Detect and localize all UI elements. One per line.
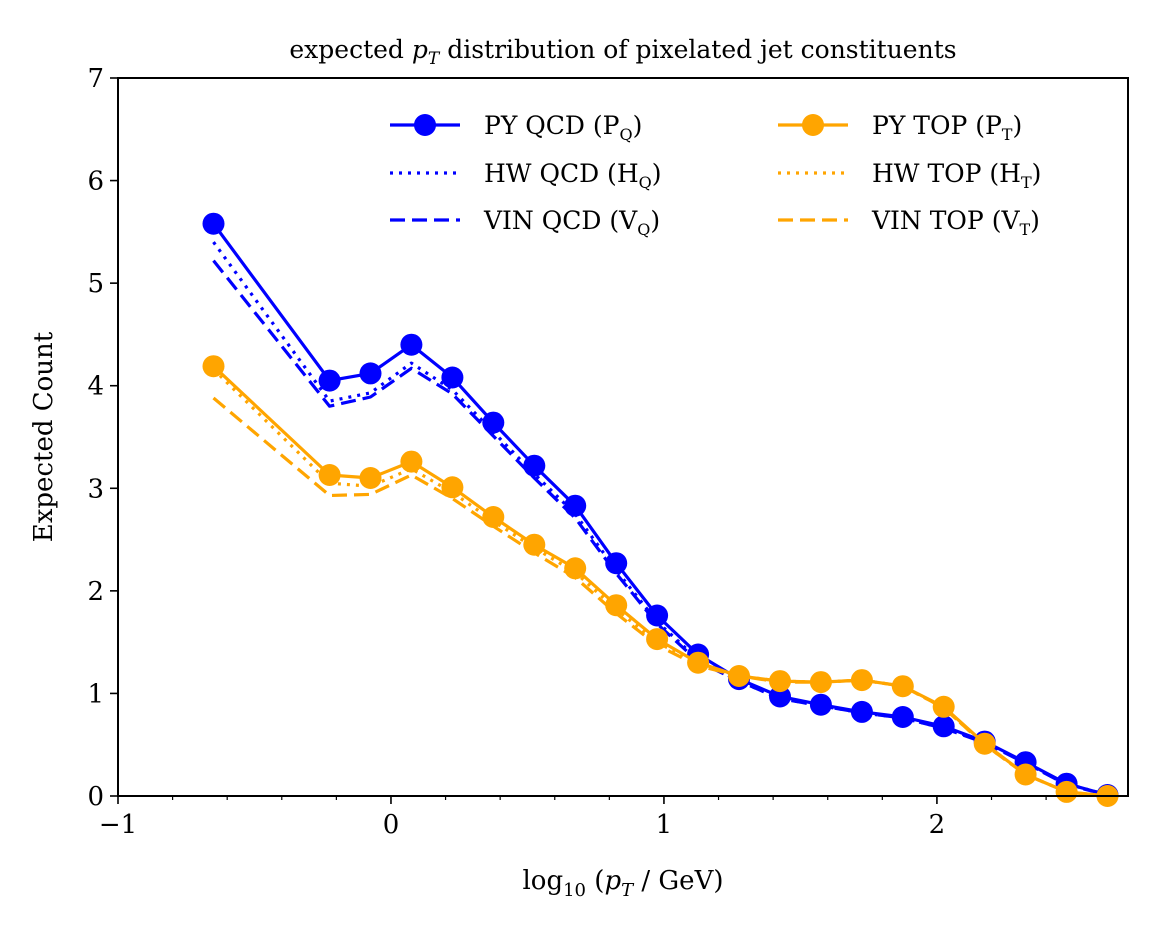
x-tick-label: 1 (656, 810, 673, 840)
legend-marker (414, 114, 436, 136)
plot-area (118, 78, 1128, 796)
x-tick-label: 2 (929, 810, 946, 840)
y-tick-label: 6 (87, 167, 104, 197)
data-point-py-top (891, 675, 914, 698)
series-layer (202, 212, 1119, 807)
y-tick-label: 5 (87, 269, 104, 299)
legend: PY QCD (PQ) HW QCD (HQ) VIN QCD (VQ) PY TOP… (390, 111, 1041, 239)
legend-label: VIN TOP (VT) (871, 206, 1040, 239)
data-point-py-top (687, 651, 710, 674)
y-axis-label: Expected Count (29, 331, 59, 542)
data-point-py-top (850, 669, 873, 692)
data-point-py-top (400, 450, 423, 473)
data-point-py-top (769, 670, 791, 693)
data-point-py-top (1014, 763, 1037, 786)
y-tick-label: 4 (87, 372, 104, 402)
y-tick-label: 0 (87, 782, 104, 812)
data-point-py-qcd (809, 693, 832, 716)
legend-label: HW TOP (HT) (872, 159, 1041, 192)
data-point-py-qcd (482, 411, 505, 434)
chart-title: expected pT distribution of pixelated je… (289, 35, 956, 69)
data-point-py-qcd (564, 494, 587, 517)
y-tick-label: 7 (87, 64, 104, 94)
data-point-py-top (646, 628, 669, 651)
x-tick-label: −1 (99, 810, 137, 840)
data-point-py-top (482, 506, 505, 528)
data-point-py-qcd (850, 700, 873, 723)
x-axis-label: log10 (pT / GeV) (522, 866, 723, 901)
legend-label: HW QCD (HQ) (484, 159, 662, 192)
data-point-py-qcd (769, 685, 791, 708)
data-point-py-top (523, 533, 546, 556)
y-tick-label: 1 (87, 679, 104, 709)
x-tick-label: 0 (383, 810, 400, 840)
data-point-py-qcd (359, 362, 382, 385)
data-point-py-top (932, 695, 955, 718)
data-point-py-qcd (932, 715, 955, 738)
data-point-py-qcd (400, 333, 423, 356)
data-point-py-qcd (646, 604, 669, 627)
data-point-py-qcd (318, 369, 341, 392)
data-point-py-top (1055, 780, 1078, 803)
data-point-py-top (202, 355, 225, 378)
data-point-py-top (441, 476, 464, 499)
y-tick-label: 2 (87, 577, 104, 607)
data-point-py-qcd (891, 706, 914, 728)
data-point-py-top (359, 467, 382, 489)
data-point-py-top (809, 671, 832, 694)
data-point-py-qcd (441, 366, 464, 389)
data-point-py-qcd (202, 212, 225, 235)
data-point-py-qcd (605, 552, 628, 575)
data-point-py-top (318, 464, 341, 486)
legend-label: PY QCD (PQ) (484, 111, 642, 144)
legend-label: VIN QCD (VQ) (483, 206, 660, 239)
data-point-py-top (564, 557, 587, 580)
data-point-py-top (728, 665, 750, 687)
data-point-py-qcd (523, 454, 546, 477)
data-point-py-top (605, 594, 628, 617)
legend-marker (802, 114, 824, 136)
y-tick-label: 3 (87, 474, 104, 504)
plot-frame (117, 77, 1129, 797)
data-point-py-top (973, 732, 996, 755)
legend-label: PY TOP (PT) (872, 111, 1022, 144)
